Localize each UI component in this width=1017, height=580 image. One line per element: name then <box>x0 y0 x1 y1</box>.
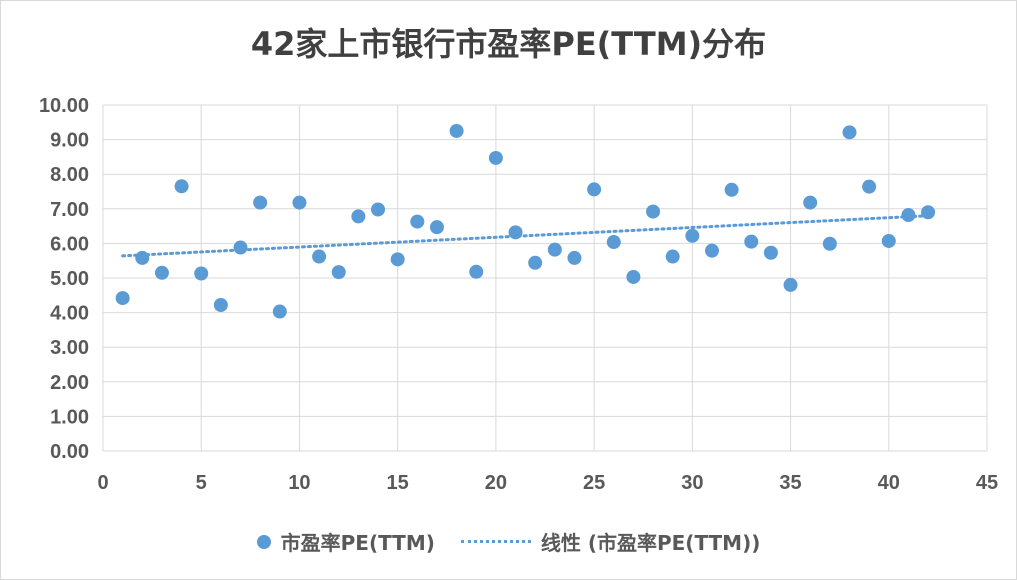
data-point <box>724 182 739 197</box>
data-point <box>744 234 759 249</box>
x-tick-label: 40 <box>878 472 900 494</box>
y-tick-label: 10.00 <box>39 95 89 117</box>
legend-item-trendline: 线性 (市盈率PE(TTM)) <box>460 527 761 556</box>
data-point <box>822 236 837 251</box>
data-point <box>469 264 484 279</box>
y-tick-label: 1.00 <box>50 406 89 428</box>
data-point <box>449 123 464 138</box>
y-tick-label: 8.00 <box>50 164 89 186</box>
legend-item-series: 市盈率PE(TTM) <box>256 527 435 556</box>
legend-trendline-label: 线性 (市盈率PE(TTM)) <box>540 531 761 555</box>
data-point <box>213 297 228 312</box>
legend-trendline-icon <box>460 540 531 543</box>
data-point <box>881 233 896 248</box>
legend-marker-icon <box>256 534 271 549</box>
data-point <box>312 249 327 264</box>
y-tick-label: 3.00 <box>50 337 89 359</box>
data-point <box>567 250 582 265</box>
x-tick-label: 5 <box>196 472 207 494</box>
y-tick-label: 4.00 <box>50 303 89 325</box>
data-point <box>410 214 425 229</box>
data-point <box>685 228 700 243</box>
data-point <box>626 269 641 284</box>
data-point <box>528 255 543 270</box>
data-point <box>901 208 916 223</box>
data-point <box>508 225 523 240</box>
data-point <box>921 205 936 220</box>
data-point <box>194 266 209 281</box>
trendline <box>121 214 930 258</box>
data-point <box>783 277 798 292</box>
y-tick-label: 6.00 <box>50 233 89 255</box>
x-tick-label: 20 <box>485 472 507 494</box>
data-point <box>253 195 268 210</box>
legend-series-label: 市盈率PE(TTM) <box>280 531 435 555</box>
y-tick-label: 5.00 <box>50 268 89 290</box>
x-tick-label: 25 <box>583 472 605 494</box>
data-point <box>331 265 346 280</box>
x-tick-label: 10 <box>288 472 310 494</box>
data-point <box>763 245 778 260</box>
y-tick-label: 0.00 <box>50 441 89 463</box>
data-point <box>351 209 366 224</box>
scatter-plot: 0.00 1.00 2.00 3.00 4.00 5.00 6.00 7.00 8.00 9.00… <box>39 95 998 494</box>
data-point <box>233 240 248 255</box>
data-point <box>371 202 386 217</box>
data-point <box>665 249 680 264</box>
data-point <box>862 179 877 194</box>
data-point <box>704 243 719 258</box>
x-tick-label: 15 <box>387 472 409 494</box>
x-tick-label: 35 <box>779 472 801 494</box>
data-point <box>547 242 562 257</box>
data-point <box>803 195 818 210</box>
chart-title: 42家上市银行市盈率PE(TTM)分布 <box>250 25 767 63</box>
data-point <box>272 304 287 319</box>
x-tick-label: 30 <box>681 472 703 494</box>
data-point <box>292 195 307 210</box>
data-point <box>135 250 150 265</box>
data-point <box>587 182 602 197</box>
data-point <box>429 220 444 235</box>
y-tick-label: 2.00 <box>50 372 89 394</box>
data-point <box>174 179 189 194</box>
data-point <box>606 235 621 250</box>
data-point <box>488 150 503 165</box>
legend: 市盈率PE(TTM) 线性 (市盈率PE(TTM)) <box>1 527 1016 556</box>
data-point <box>390 252 405 267</box>
data-point <box>842 125 857 140</box>
x-tick-label: 45 <box>976 472 998 494</box>
y-tick-label: 9.00 <box>50 130 89 152</box>
data-point <box>154 265 169 280</box>
data-point <box>115 291 130 306</box>
x-tick-label: 0 <box>97 472 108 494</box>
data-point <box>646 204 661 219</box>
y-tick-label: 7.00 <box>50 199 89 221</box>
